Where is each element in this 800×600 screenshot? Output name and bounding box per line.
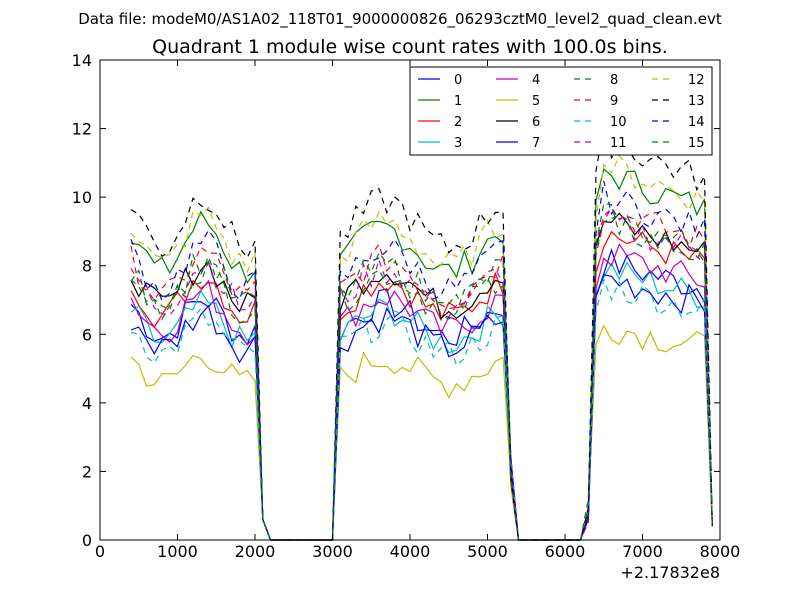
legend-label-4: 4 xyxy=(532,73,540,88)
legend-label-8: 8 xyxy=(610,73,618,88)
legend-label-1: 1 xyxy=(454,94,462,109)
x-tick-label: 7000 xyxy=(622,542,663,561)
ticks-layer: 0 1000 2000 3000 4000 5000 6000 7000 80000246810… xyxy=(72,51,741,561)
y-tick-label: 4 xyxy=(82,394,92,413)
series-layer xyxy=(130,124,713,541)
y-tick-label: 8 xyxy=(82,257,92,276)
legend-label-5: 5 xyxy=(532,94,540,109)
chart-title: Quadrant 1 module wise count rates with … xyxy=(152,36,668,58)
legend-label-2: 2 xyxy=(454,115,462,130)
x-tick-label: 3000 xyxy=(312,542,353,561)
legend-label-13: 13 xyxy=(688,94,705,109)
y-tick-label: 6 xyxy=(82,325,92,344)
series-line-5 xyxy=(130,324,713,541)
series-line-14 xyxy=(130,180,713,541)
series-line-4 xyxy=(130,242,713,541)
legend-label-7: 7 xyxy=(532,136,540,151)
legend-label-10: 10 xyxy=(610,115,627,130)
x-tick-label: 5000 xyxy=(467,542,508,561)
legend-label-12: 12 xyxy=(688,73,705,88)
y-tick-label: 0 xyxy=(82,531,92,550)
series-line-7 xyxy=(130,274,713,541)
x-tick-label: 8000 xyxy=(700,542,741,561)
series-line-2 xyxy=(130,230,713,541)
series-line-1 xyxy=(130,168,713,541)
chart-suptitle: Data file: modeM0/AS1A02_118T01_90000008… xyxy=(78,10,722,29)
legend-label-9: 9 xyxy=(610,94,618,109)
y-tick-label: 12 xyxy=(72,120,92,139)
legend-label-3: 3 xyxy=(454,136,462,151)
x-tick-label: 4000 xyxy=(390,542,431,561)
legend-box xyxy=(409,66,713,156)
x-offset-label: +2.17832e8 xyxy=(620,563,720,582)
x-tick-label: 6000 xyxy=(545,542,586,561)
series-line-0 xyxy=(130,247,713,541)
series-line-12 xyxy=(130,154,713,541)
legend-label-11: 11 xyxy=(610,136,627,151)
x-tick-label: 0 xyxy=(95,542,105,561)
y-tick-label: 14 xyxy=(72,51,92,70)
legend-label-6: 6 xyxy=(532,115,540,130)
series-line-8 xyxy=(130,214,713,541)
y-tick-label: 2 xyxy=(82,462,92,481)
series-line-13 xyxy=(130,124,713,541)
series-line-3 xyxy=(130,261,713,541)
y-tick-label: 10 xyxy=(72,188,92,207)
x-tick-label: 2000 xyxy=(235,542,276,561)
x-tick-label: 1000 xyxy=(157,542,198,561)
legend-label-0: 0 xyxy=(454,73,462,88)
series-line-10 xyxy=(130,277,713,541)
legend-label-15: 15 xyxy=(688,136,705,151)
series-line-9 xyxy=(130,207,713,541)
series-line-11 xyxy=(130,207,713,541)
legend-label-14: 14 xyxy=(688,115,705,130)
